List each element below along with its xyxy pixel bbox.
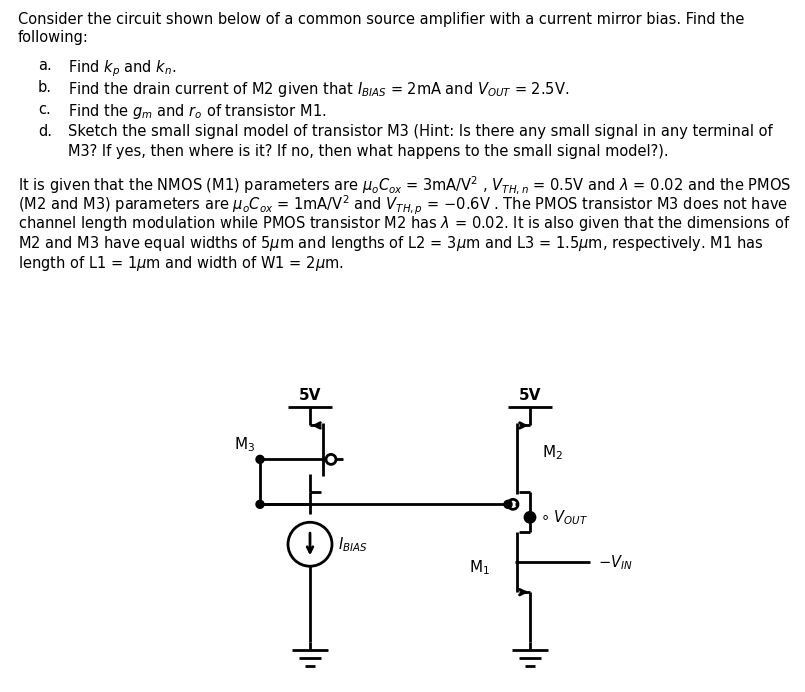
Text: length of L1 = 1$\mu$m and width of W1 = 2$\mu$m.: length of L1 = 1$\mu$m and width of W1 =…	[18, 254, 344, 273]
Text: Consider the circuit shown below of a common source amplifier with a current mir: Consider the circuit shown below of a co…	[18, 12, 745, 27]
Text: Find $k_p$ and $k_n$.: Find $k_p$ and $k_n$.	[68, 58, 176, 78]
Circle shape	[256, 455, 264, 464]
Text: It is given that the NMOS (M1) parameters are $\mu_o C_{ox}$ = 3mA/V$^2$ , $V_{T: It is given that the NMOS (M1) parameter…	[18, 174, 791, 196]
Text: $\circ$ $V_{OUT}$: $\circ$ $V_{OUT}$	[540, 508, 588, 527]
Text: Find the $g_m$ and $r_o$ of transistor M1.: Find the $g_m$ and $r_o$ of transistor M…	[68, 102, 327, 121]
Circle shape	[504, 500, 512, 509]
Text: c.: c.	[38, 102, 51, 117]
Text: $-V_{IN}$: $-V_{IN}$	[598, 553, 633, 572]
Text: b.: b.	[38, 80, 52, 95]
Text: 5V: 5V	[518, 388, 541, 403]
Circle shape	[526, 513, 534, 521]
Text: d.: d.	[38, 124, 52, 139]
Text: Find the drain current of M2 given that $I_{BIAS}$ = 2mA and $V_{OUT}$ = 2.5V.: Find the drain current of M2 given that …	[68, 80, 569, 99]
Text: channel length modulation while PMOS transistor M2 has $\lambda$ = 0.02. It is a: channel length modulation while PMOS tra…	[18, 214, 791, 233]
Text: Sketch the small signal model of transistor M3 (Hint: Is there any small signal : Sketch the small signal model of transis…	[68, 124, 773, 139]
Text: 5V: 5V	[299, 388, 321, 403]
Text: M$_3$: M$_3$	[233, 435, 255, 454]
Text: M2 and M3 have equal widths of 5$\mu$m and lengths of L2 = 3$\mu$m and L3 = 1.5$: M2 and M3 have equal widths of 5$\mu$m a…	[18, 234, 764, 253]
Text: M$_1$: M$_1$	[469, 558, 490, 576]
Text: M3? If yes, then where is it? If no, then what happens to the small signal model: M3? If yes, then where is it? If no, the…	[68, 144, 669, 158]
Text: (M2 and M3) parameters are $\mu_o C_{ox}$ = 1mA/V$^2$ and $V_{TH,p}$ = $-$0.6V .: (M2 and M3) parameters are $\mu_o C_{ox}…	[18, 194, 788, 217]
Text: following:: following:	[18, 30, 89, 45]
Text: a.: a.	[38, 58, 52, 73]
Circle shape	[256, 500, 264, 509]
Text: M$_2$: M$_2$	[542, 444, 563, 462]
Text: $I_{BIAS}$: $I_{BIAS}$	[338, 535, 368, 554]
